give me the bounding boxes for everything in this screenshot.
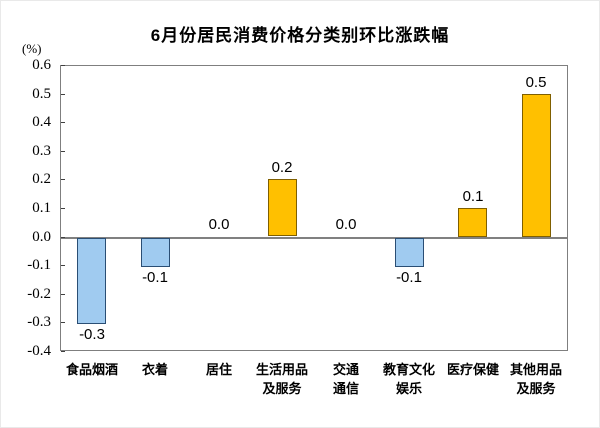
y-axis-tick-label: -0.3 xyxy=(27,314,51,330)
chart-bar xyxy=(77,238,106,324)
y-axis-tick-label: 0.1 xyxy=(32,200,51,216)
x-axis-category-label: 衣着 xyxy=(141,362,168,377)
x-axis-category-label: 生活用品 及服务 xyxy=(255,362,308,396)
x-axis-category-label: 居住 xyxy=(205,362,232,377)
chart-bar xyxy=(268,179,297,236)
bar-value-label: -0.1 xyxy=(142,269,168,286)
y-axis-tick-mark xyxy=(61,322,65,323)
bar-value-label: 0.0 xyxy=(208,216,230,233)
chart-bar xyxy=(141,238,170,267)
y-axis-unit-label: (%) xyxy=(22,41,42,56)
y-axis-tick-label: 0.2 xyxy=(32,171,51,187)
y-axis-tick-mark xyxy=(61,179,65,180)
bar-value-label: 0.0 xyxy=(335,216,357,233)
y-axis-tick-label: 0.0 xyxy=(32,229,51,245)
y-axis-tick-mark xyxy=(61,94,65,95)
y-axis-tick-label: 0.6 xyxy=(32,57,51,73)
x-axis-category-label: 食品烟酒 xyxy=(65,362,118,377)
y-axis-tick-mark xyxy=(61,294,65,295)
bar-value-label: 0.5 xyxy=(525,74,547,91)
x-axis-category-label: 交通 通信 xyxy=(332,362,359,396)
y-axis-tick-label: -0.2 xyxy=(27,286,51,302)
plot-area xyxy=(60,65,568,351)
zero-axis-line xyxy=(61,237,567,239)
y-axis-tick-label: 0.5 xyxy=(32,86,51,102)
y-axis-tick-label: -0.4 xyxy=(27,343,51,359)
y-axis-tick-label: 0.3 xyxy=(32,143,51,159)
y-axis-tick-mark xyxy=(61,351,65,352)
y-axis-tick-mark xyxy=(61,237,65,238)
chart-title: 6月份居民消费价格分类别环比涨跌幅 xyxy=(150,26,450,45)
chart-bar xyxy=(522,94,551,237)
x-axis-category-label: 医疗保健 xyxy=(446,362,499,377)
chart-bar xyxy=(395,238,424,267)
y-axis-tick-label: 0.4 xyxy=(32,114,51,130)
bar-value-label: 0.1 xyxy=(462,188,484,205)
chart-bar xyxy=(458,208,487,237)
bar-value-label: -0.3 xyxy=(79,326,105,343)
y-axis-tick-label: -0.1 xyxy=(27,257,51,273)
bar-value-label: -0.1 xyxy=(396,269,422,286)
bar-value-label: 0.2 xyxy=(271,159,293,176)
y-axis-tick-mark xyxy=(61,265,65,266)
y-axis-tick-mark xyxy=(61,65,65,66)
x-axis-category-label: 其他用品 及服务 xyxy=(509,362,562,396)
y-axis-tick-mark xyxy=(61,208,65,209)
y-axis-tick-mark xyxy=(61,122,65,123)
x-axis-category-label: 教育文化 娱乐 xyxy=(382,362,435,396)
y-axis-tick-mark xyxy=(61,151,65,152)
